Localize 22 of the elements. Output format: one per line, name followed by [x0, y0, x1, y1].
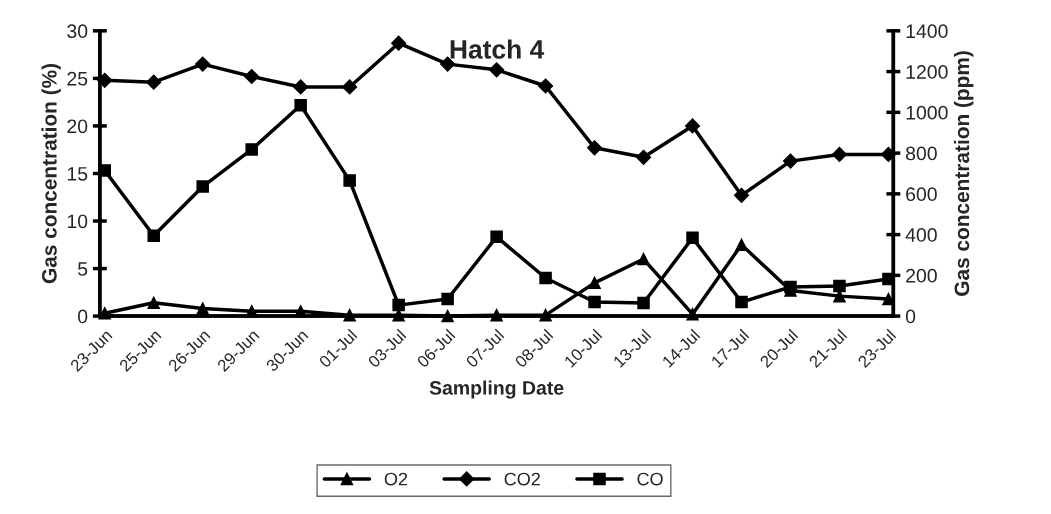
legend-label: CO [637, 472, 663, 486]
y2-tick-label: 1400 [906, 24, 948, 39]
y-tick-label: 5 [78, 262, 88, 276]
y2-tick-label: 200 [906, 268, 937, 283]
y-tick-label: 20 [67, 119, 88, 134]
y2-tick-label: 1200 [906, 65, 948, 79]
y-tick-label: 0 [77, 309, 88, 324]
y-tick-label: 30 [67, 24, 88, 39]
y-axis-title: Gas concentration (%) [41, 63, 61, 284]
y2-tick-label: 400 [905, 228, 937, 242]
chart-title: Hatch 4 [450, 39, 545, 59]
x-axis-title: Sampling Date [429, 380, 564, 399]
y2-axis-title: Gas concentration (ppm) [953, 51, 974, 296]
y2-tick-label: 0 [905, 309, 916, 324]
legend-label: O2 [384, 472, 408, 486]
y2-tick-label: 800 [906, 146, 937, 161]
y-tick-label: 25 [67, 71, 88, 86]
legend-label: CO2 [504, 472, 540, 486]
y-tick-label: 10 [67, 214, 88, 229]
y-tick-label: 15 [67, 167, 88, 181]
y2-tick-label: 600 [906, 187, 937, 202]
y2-tick-label: 1000 [906, 105, 948, 120]
